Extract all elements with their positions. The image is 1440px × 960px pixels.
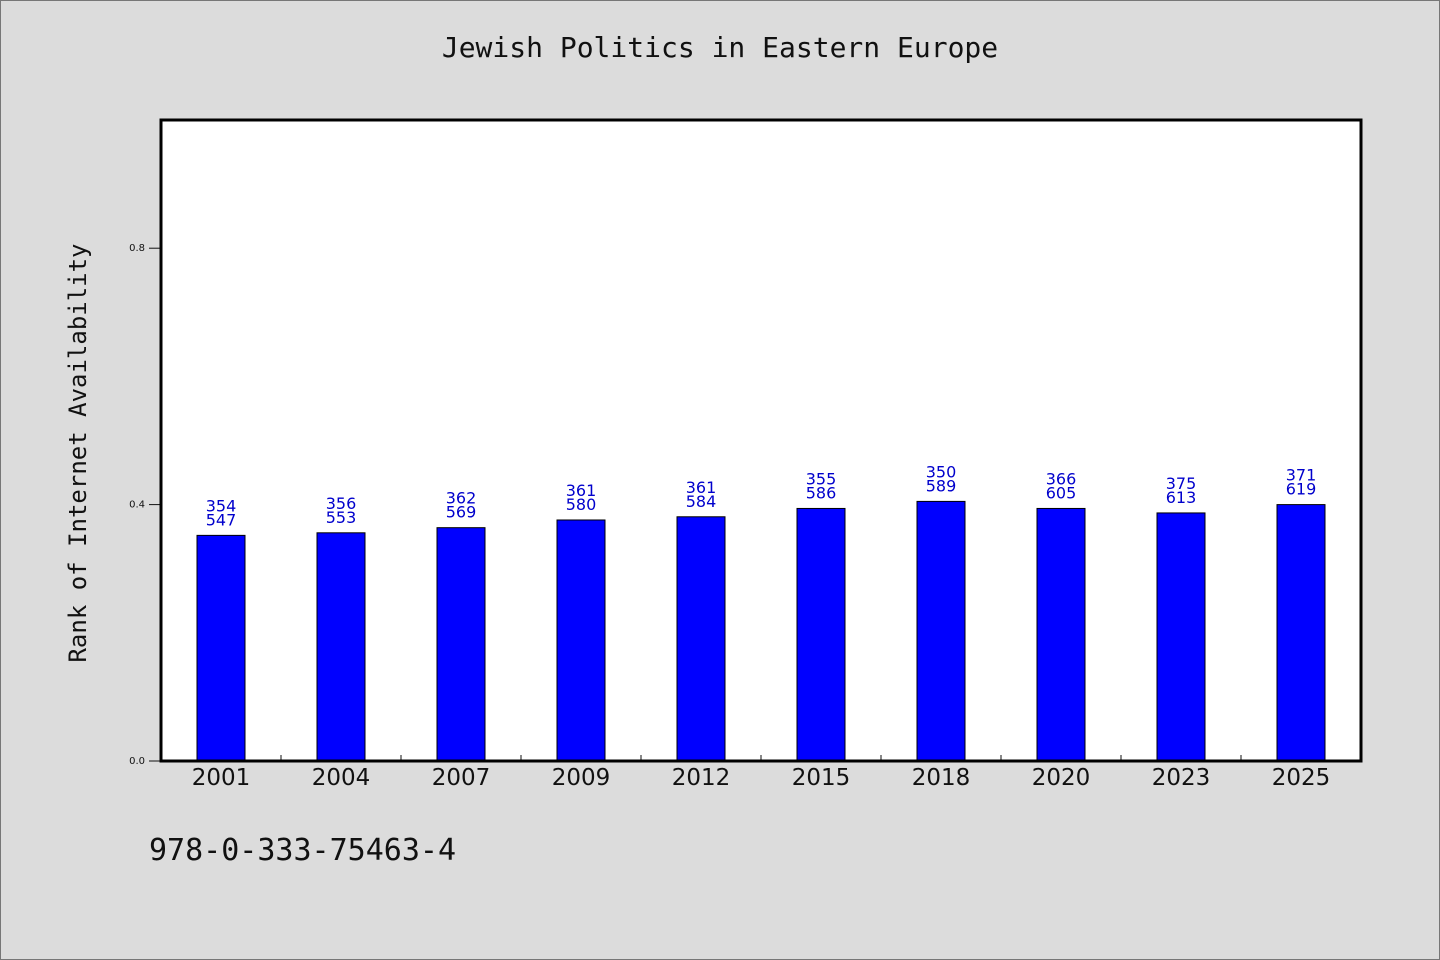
- x-tick-label: 2007: [432, 765, 491, 791]
- x-tick-label: 2018: [912, 765, 971, 791]
- bar-data-label: 371: [1286, 466, 1317, 485]
- bar: [676, 516, 726, 762]
- bar-data-label: 619: [1286, 480, 1317, 499]
- bar-data-label: 553: [326, 508, 357, 527]
- x-tick-label: 2023: [1152, 765, 1211, 791]
- bar-data-label: 569: [446, 503, 477, 522]
- x-tick-label: 2012: [672, 765, 731, 791]
- y-tick-label: 0.4: [129, 500, 145, 511]
- x-tick-label: 2009: [552, 765, 611, 791]
- x-tick-label: 2020: [1032, 765, 1091, 791]
- bar-data-label: 605: [1046, 483, 1077, 502]
- bar: [556, 519, 606, 762]
- bar-data-label: 356: [326, 494, 357, 513]
- x-tick-label: 2004: [312, 765, 371, 791]
- isbn-code: 978-0-333-75463-4: [149, 833, 457, 868]
- x-tick-label: 2001: [192, 765, 251, 791]
- bar: [316, 532, 366, 762]
- bar: [196, 534, 246, 762]
- bar-data-label: 366: [1046, 469, 1077, 488]
- bar-data-label: 589: [926, 476, 957, 495]
- bar: [1156, 512, 1206, 762]
- bar-data-label: 362: [446, 489, 477, 508]
- x-tick-label: 2025: [1272, 765, 1331, 791]
- bar-data-label: 375: [1166, 474, 1197, 493]
- bar-data-label: 547: [206, 510, 237, 529]
- bar-data-label: 613: [1166, 488, 1197, 507]
- y-tick-label: 0.0: [129, 756, 145, 767]
- bar-data-label: 355: [806, 469, 837, 488]
- bar: [1276, 504, 1326, 762]
- bar-data-label: 354: [206, 496, 237, 515]
- chart-title: Jewish Politics in Eastern Europe: [441, 31, 999, 64]
- bar-data-label: 361: [686, 478, 717, 497]
- y-tick-label: 0.8: [129, 243, 145, 254]
- plot-frame: [159, 118, 1363, 763]
- bar-data-label: 580: [566, 495, 597, 514]
- bar-data-label: 584: [686, 492, 717, 511]
- bar-data-label: 350: [926, 462, 957, 481]
- bar: [1036, 507, 1086, 762]
- bar: [436, 527, 486, 762]
- x-tick-label: 2015: [792, 765, 851, 791]
- bar-data-label: 586: [806, 483, 837, 502]
- bar: [916, 500, 966, 762]
- bar-data-label: 361: [566, 481, 597, 500]
- bar: [796, 507, 846, 762]
